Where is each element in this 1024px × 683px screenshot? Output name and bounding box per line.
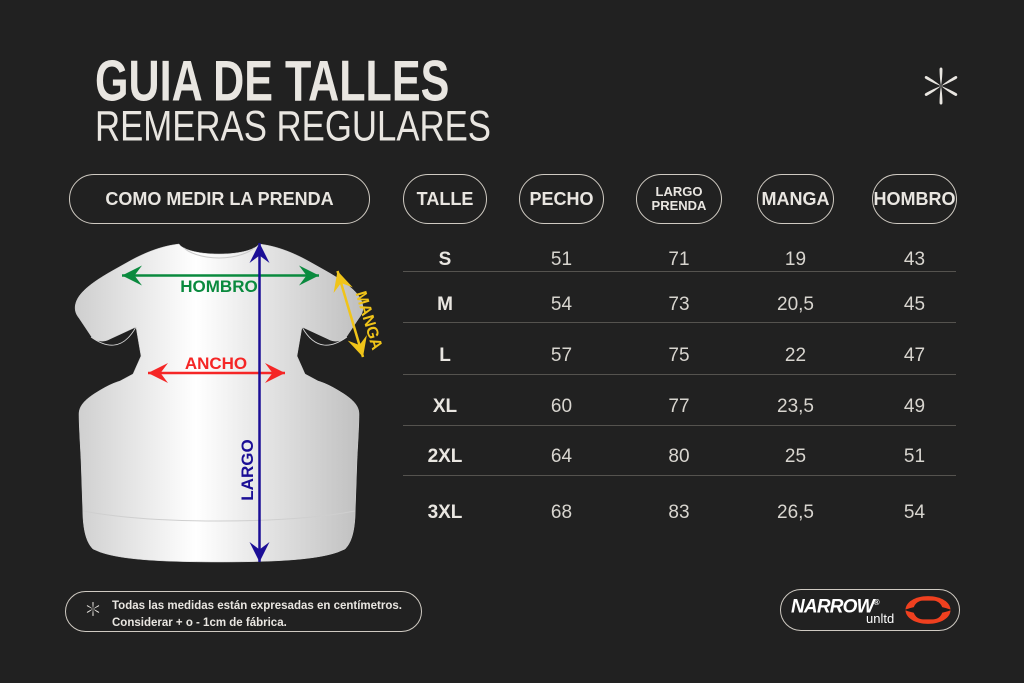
svg-text:HOMBRO: HOMBRO	[180, 277, 257, 296]
svg-text:MANGA: MANGA	[352, 289, 386, 352]
svg-text:LARGO: LARGO	[238, 439, 257, 500]
svg-text:ANCHO: ANCHO	[185, 354, 247, 373]
